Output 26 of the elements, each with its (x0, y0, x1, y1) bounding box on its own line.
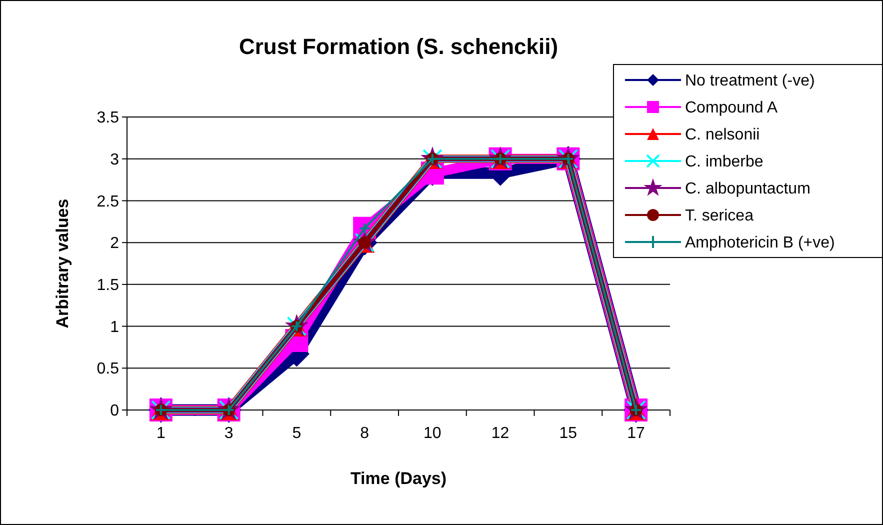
y-tick-label: 0.5 (96, 360, 120, 378)
legend-label: T. sericea (685, 208, 754, 225)
x-tick-label: 5 (292, 425, 302, 442)
legend-label: Compound A (685, 100, 778, 117)
legend-label: No treatment (-ve) (685, 72, 815, 90)
y-tick-label: 2 (110, 235, 120, 252)
x-axis-title: Time (Days) (350, 469, 447, 488)
y-tick-label: 3.5 (96, 110, 120, 127)
x-tick-label: 8 (360, 425, 370, 442)
x-tick-label: 3 (224, 425, 234, 442)
legend-label: C. nelsonii (685, 126, 760, 144)
chart-title: Crust Formation (S. schenckii) (238, 34, 558, 59)
y-tick-label: 1 (110, 318, 120, 336)
y-tick-label: 0 (110, 402, 120, 420)
y-tick-label: 1.5 (96, 277, 120, 294)
x-tick-label: 12 (491, 425, 510, 442)
legend-label: C. albopuntactum (685, 180, 810, 198)
legend-label: C. imberbe (685, 154, 764, 171)
y-axis-title: Arbitrary values (53, 198, 72, 328)
y-tick-label: 3 (110, 151, 120, 168)
x-tick-label: 15 (559, 425, 578, 442)
x-tick-label: 1 (156, 425, 166, 442)
x-tick-label: 10 (424, 425, 442, 442)
x-tick-label: 17 (627, 425, 646, 442)
legend-label: Amphotericin B (+ve) (685, 234, 835, 252)
y-tick-label: 2.5 (96, 193, 120, 210)
